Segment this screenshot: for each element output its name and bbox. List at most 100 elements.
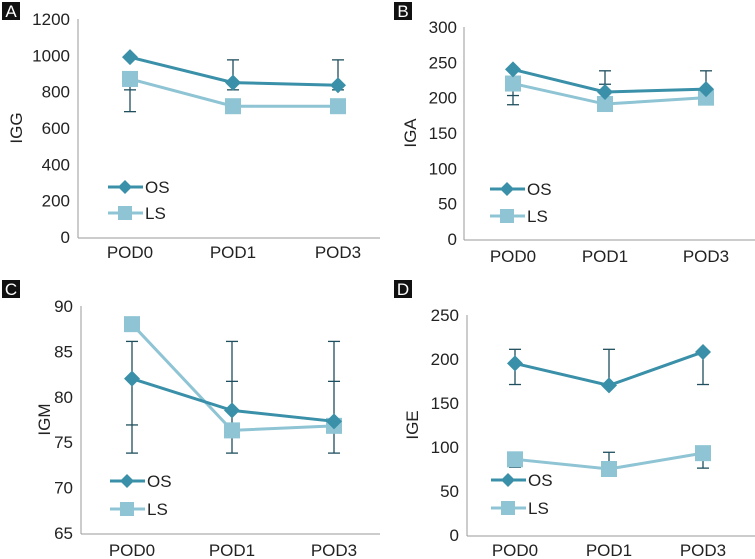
data-point-ls <box>224 422 240 439</box>
panel-b: B 0 50 100 150 200 250 300 IGA POD0 POD1 POD3 OS LS <box>394 2 755 266</box>
x-tick-label: POD3 <box>683 247 729 266</box>
y-axis-label: IGM <box>35 403 54 435</box>
panel-d: D 0 50 100 150 200 250 IGE POD0 POD1 POD3 OS LS <box>394 280 755 559</box>
y-tick-label: 250 <box>429 53 457 72</box>
x-tick-label: POD1 <box>210 243 256 262</box>
y-tick-label: 100 <box>431 438 459 457</box>
x-tick-label: POD3 <box>680 541 726 559</box>
legend-label-ls: LS <box>145 204 166 223</box>
data-point-os <box>698 81 714 98</box>
y-tick-label: 50 <box>438 195 457 214</box>
panel-letter: C <box>5 280 17 299</box>
panel-letter-box <box>394 2 412 20</box>
data-point-ls <box>124 316 140 333</box>
y-tick-label: 0 <box>61 228 70 247</box>
x-tick-label: POD0 <box>490 247 536 266</box>
y-tick-label: 65 <box>54 524 73 543</box>
panel-a: A 0 200 400 600 800 1000 1200 IGG POD0 POD1 POD3 OS L… <box>2 2 380 262</box>
data-point-ls <box>601 461 617 477</box>
data-point-ls <box>597 96 613 113</box>
y-tick-label: 800 <box>42 83 70 102</box>
legend-label-os: OS <box>147 472 172 491</box>
y-tick-label: 90 <box>54 297 73 316</box>
x-tick-label: POD0 <box>492 541 538 559</box>
y-axis-label: IGE <box>403 410 422 439</box>
x-tick-label: POD1 <box>586 541 632 559</box>
y-tick-label: 150 <box>431 394 459 413</box>
y-axis-label: IGG <box>7 112 26 143</box>
legend-marker-os <box>118 180 132 194</box>
y-tick-label: 85 <box>54 342 73 361</box>
x-tick-label: POD1 <box>209 541 255 559</box>
data-point-ls <box>225 98 241 115</box>
data-point-ls <box>505 75 521 92</box>
legend-label-os: OS <box>145 178 170 197</box>
y-tick-label: 200 <box>431 350 459 369</box>
x-tick-label: POD3 <box>315 243 361 262</box>
y-tick-label: 100 <box>429 159 457 178</box>
data-point-os <box>124 370 140 387</box>
legend-marker-ls <box>500 209 514 223</box>
y-tick-label: 1000 <box>32 46 70 65</box>
legend-marker-ls <box>118 206 132 220</box>
y-tick-label: 0 <box>448 230 457 249</box>
data-point-ls <box>330 98 346 115</box>
data-point-ls <box>507 451 523 468</box>
panel-letter: D <box>397 280 409 299</box>
y-tick-label: 250 <box>431 306 459 325</box>
legend-label-os: OS <box>528 471 553 490</box>
panel-letter-box <box>394 280 412 298</box>
y-axis-label: IGA <box>401 118 420 148</box>
data-point-ls <box>698 89 714 106</box>
legend-marker-os <box>500 182 514 196</box>
data-point-os <box>330 77 346 94</box>
panel-letter-box <box>2 280 20 298</box>
y-tick-label: 70 <box>54 479 73 498</box>
data-point-os <box>505 61 521 78</box>
data-point-os <box>326 413 342 430</box>
y-tick-label: 300 <box>429 18 457 37</box>
legend: OS LS <box>490 180 552 226</box>
error-bar <box>126 340 138 454</box>
x-tick-label: POD0 <box>109 541 155 559</box>
y-tick-label: 0 <box>450 526 459 545</box>
y-tick-label: 200 <box>42 192 70 211</box>
legend-label-ls: LS <box>147 500 168 519</box>
panel-letter: B <box>397 2 408 21</box>
data-point-os <box>224 402 240 419</box>
y-tick-label: 75 <box>54 433 73 452</box>
panel-letter: A <box>5 2 17 21</box>
legend-marker-os <box>501 473 515 487</box>
legend-label-ls: LS <box>527 207 548 226</box>
x-tick-label: POD3 <box>311 541 357 559</box>
data-point-ls <box>695 445 711 462</box>
legend: OS LS <box>108 178 170 223</box>
y-tick-label: 1200 <box>32 10 70 29</box>
data-point-os <box>597 84 613 101</box>
data-point-os <box>225 74 241 91</box>
data-point-ls <box>122 70 138 87</box>
y-tick-label: 80 <box>54 388 73 407</box>
data-point-os <box>507 355 523 372</box>
panel-c: C 65 70 75 80 85 90 IGM POD0 POD1 POD3 OS LS <box>2 280 380 559</box>
legend-marker-ls <box>120 502 134 516</box>
y-tick-label: 600 <box>42 119 70 138</box>
legend-marker-ls <box>501 501 515 515</box>
y-tick-label: 200 <box>429 89 457 108</box>
legend: OS LS <box>110 472 172 519</box>
x-tick-label: POD0 <box>107 243 153 262</box>
y-tick-label: 400 <box>42 155 70 174</box>
panel-letter-box <box>2 2 20 20</box>
y-tick-label: 50 <box>440 482 459 501</box>
legend-marker-os <box>120 474 134 488</box>
legend-label-os: OS <box>527 180 552 199</box>
data-point-os <box>122 49 138 66</box>
data-point-os <box>695 343 711 360</box>
legend-label-ls: LS <box>528 499 549 518</box>
y-tick-label: 150 <box>429 124 457 143</box>
error-bar <box>328 340 340 454</box>
x-tick-label: POD1 <box>582 247 628 266</box>
legend: OS LS <box>491 471 553 518</box>
data-point-os <box>601 377 617 394</box>
